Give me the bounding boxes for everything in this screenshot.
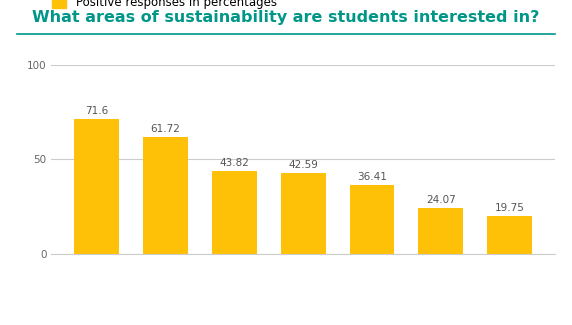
- Bar: [281, 173, 325, 254]
- Legend: Positive responses in percentages: Positive responses in percentages: [47, 0, 281, 14]
- Text: 19.75: 19.75: [495, 203, 525, 214]
- Text: 61.72: 61.72: [150, 124, 181, 134]
- Text: 43.82: 43.82: [220, 158, 249, 168]
- Bar: [212, 171, 257, 254]
- Text: 71.6: 71.6: [85, 106, 108, 116]
- Text: What areas of sustainability are students interested in?: What areas of sustainability are student…: [32, 10, 540, 25]
- Bar: [419, 208, 463, 254]
- Bar: [143, 137, 188, 254]
- Text: 42.59: 42.59: [288, 161, 318, 170]
- Bar: [487, 216, 532, 254]
- Bar: [349, 185, 394, 254]
- Text: 24.07: 24.07: [426, 195, 456, 205]
- Bar: [74, 119, 119, 254]
- Text: 36.41: 36.41: [357, 172, 387, 182]
